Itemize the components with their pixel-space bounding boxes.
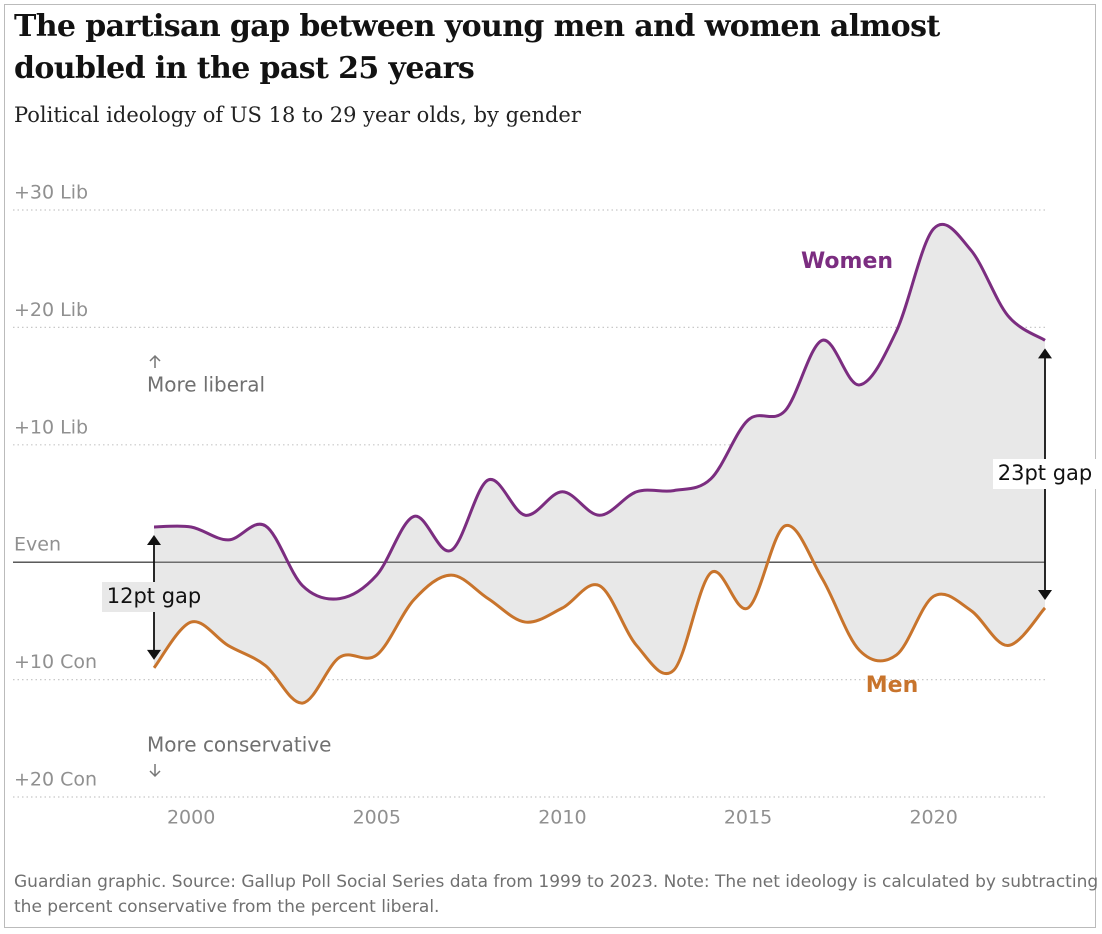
series-label: Men — [866, 673, 918, 698]
chart-subtitle: Political ideology of US 18 to 29 year o… — [14, 103, 581, 127]
annotation: More liberal — [147, 373, 265, 397]
y-tick-label: +20 Lib — [14, 299, 88, 321]
arrow — [149, 764, 161, 778]
x-tick-label: 2015 — [724, 807, 772, 829]
y-tick-label: +10 Con — [14, 651, 97, 673]
arrowhead — [1038, 589, 1052, 600]
y-tick-label: Even — [14, 534, 61, 556]
label-bg — [102, 582, 206, 612]
label-bg — [993, 459, 1097, 489]
chart: +30 Lib +20 Lib +10 Lib Even +10 Con +20 Con 2… — [13, 181, 1097, 829]
arrow — [149, 354, 161, 368]
y-tick-label: +30 Lib — [14, 182, 88, 204]
y-tick-label: +10 Lib — [14, 416, 88, 438]
arrowhead — [1038, 348, 1052, 359]
series-line — [153, 222, 1046, 601]
chart-title: The partisan gap between young men and w… — [14, 9, 940, 86]
annotation: More conservative — [147, 733, 331, 757]
x-tick-label: 2005 — [353, 807, 401, 829]
arrowhead — [147, 649, 161, 660]
gap-area — [154, 224, 1045, 704]
series-line — [152, 524, 1047, 705]
arrowhead — [147, 534, 161, 545]
x-tick-label: 2000 — [167, 807, 215, 829]
y-tick-label: +20 Con — [14, 769, 97, 791]
series-label: Women — [801, 249, 893, 274]
x-tick-label: 2020 — [909, 807, 957, 829]
source-note: Guardian graphic. Source: Gallup Poll So… — [14, 872, 1099, 917]
x-tick-label: 2010 — [538, 807, 586, 829]
gap-label: 12pt gap — [107, 584, 202, 608]
gap-label: 23pt gap — [998, 461, 1093, 485]
